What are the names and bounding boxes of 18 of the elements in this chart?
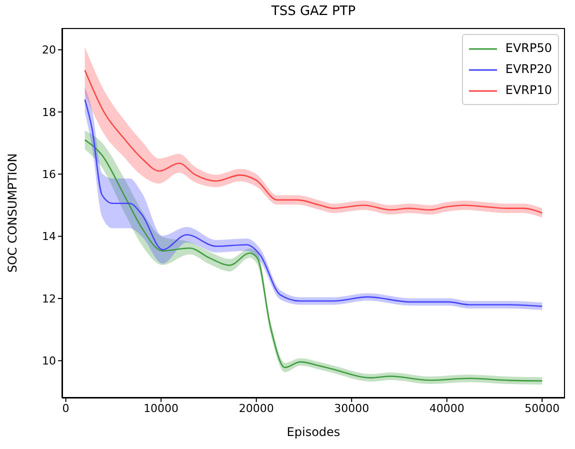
x-tick-label: 10000 (144, 402, 179, 415)
x-axis-title: Episodes (286, 425, 340, 439)
chart-title: TSS GAZ PTP (270, 4, 357, 19)
x-tick-label: 30000 (334, 402, 370, 415)
y-tick-label: 18 (42, 106, 56, 119)
y-tick-label: 14 (42, 230, 56, 244)
y-axis-title: SOC CONSUMPTION (5, 153, 20, 273)
y-tick-label: 10 (42, 354, 56, 368)
legend-label: EVRP10 (505, 82, 552, 99)
legend-label: EVRP50 (505, 40, 552, 57)
x-tick-label: 50000 (524, 402, 560, 415)
y-tick-label: 12 (42, 292, 56, 306)
legend-label: EVRP20 (505, 61, 552, 78)
y-tick-label: 16 (42, 168, 56, 182)
y-tick-label: 20 (42, 44, 56, 57)
x-tick-label: 40000 (429, 402, 464, 415)
x-tick-label: 0 (62, 402, 70, 415)
x-tick-label: 20000 (238, 402, 274, 415)
